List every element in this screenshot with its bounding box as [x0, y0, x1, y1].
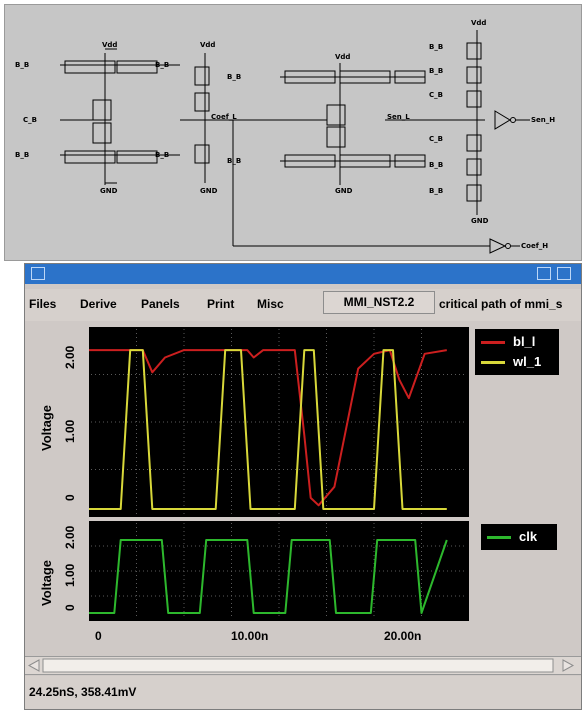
- menu-derive[interactable]: Derive: [80, 297, 117, 311]
- scroll-right-icon[interactable]: [562, 659, 575, 672]
- scroll-arrows: [27, 658, 575, 673]
- top-y-tick: 0: [63, 494, 77, 501]
- top-legend[interactable]: bl_l wl_1: [475, 329, 559, 375]
- vdd-label: Vdd: [471, 19, 487, 27]
- legend-swatch-clk: [487, 536, 511, 539]
- schematic-view[interactable]: Vdd Vdd Vdd Vdd B_B B_B C_B B_B B_B B_B …: [4, 4, 582, 261]
- x-tick: 10.00n: [231, 629, 269, 643]
- coef-node-label: Coef_L: [211, 113, 237, 121]
- cell-input-label: B_B: [155, 151, 170, 159]
- menu-bar: Files Derive Panels Print Misc MMI_NST2.…: [25, 289, 581, 321]
- sen-output-label: Sen_H: [531, 116, 556, 124]
- x-tick: 20.00n: [384, 629, 422, 643]
- sen-node-label: Sen_L: [387, 113, 410, 121]
- top-y-tick: 1.00: [63, 419, 77, 443]
- cell-input-label: B_B: [155, 61, 170, 69]
- cell-input-label: B_B: [429, 187, 444, 195]
- x-tick: 0: [95, 629, 102, 643]
- schematic-drawing: [60, 30, 530, 254]
- maximize-button[interactable]: [557, 267, 571, 280]
- series-line-clk[interactable]: [89, 539, 448, 614]
- cursor-readout: 24.25nS, 358.41mV: [29, 685, 137, 699]
- cell-input-label: B_B: [227, 73, 242, 81]
- scroll-thumb[interactable]: [42, 658, 554, 673]
- vdd-label: Vdd: [335, 53, 351, 61]
- coef-output-label: Coef_H: [521, 242, 549, 250]
- window-titlebar[interactable]: [25, 264, 581, 284]
- status-bar: 24.25nS, 358.41mV: [25, 676, 581, 709]
- waveform-window: Files Derive Panels Print Misc MMI_NST2.…: [24, 263, 582, 710]
- cell-name-field[interactable]: MMI_NST2.2: [323, 291, 435, 314]
- horizontal-scrollbar[interactable]: [25, 656, 581, 675]
- top-y-tick: 2.00: [63, 345, 77, 369]
- cell-input-label: C_B: [429, 91, 443, 99]
- cell-input-label: C_B: [429, 135, 443, 143]
- menu-files[interactable]: Files: [29, 297, 57, 311]
- gnd-label: GND: [100, 187, 118, 195]
- legend-label-wl: wl_1: [513, 354, 542, 369]
- menu-misc[interactable]: Misc: [257, 297, 284, 311]
- top-y-axis-label: Voltage: [39, 405, 54, 451]
- menu-panels[interactable]: Panels: [141, 297, 180, 311]
- scroll-left-icon[interactable]: [27, 659, 40, 672]
- bottom-y-axis-label: Voltage: [39, 560, 54, 606]
- waveform-plots[interactable]: [25, 321, 581, 651]
- legend-label-bl: bl_l: [513, 334, 536, 349]
- vdd-label: Vdd: [102, 41, 118, 49]
- bottom-legend[interactable]: clk: [481, 524, 557, 550]
- plot-area: Voltage Voltage 2.00 1.00 0 2.00 1.00 0 …: [25, 321, 581, 651]
- series-line-wl_1[interactable]: [89, 349, 447, 510]
- bottom-y-tick: 2.00: [63, 525, 77, 549]
- minimize-button[interactable]: [537, 267, 551, 280]
- legend-label-clk: clk: [519, 529, 538, 544]
- path-title: critical path of mmi_s: [439, 297, 563, 311]
- bottom-y-tick: 0: [63, 604, 77, 611]
- bottom-y-tick: 1.00: [63, 563, 77, 587]
- gnd-label: GND: [471, 217, 489, 225]
- legend-swatch-bl: [481, 341, 505, 344]
- window-menu-button[interactable]: [31, 267, 45, 280]
- bitbar-input-label: B_B: [15, 61, 30, 69]
- gnd-label: GND: [200, 187, 218, 195]
- menu-print[interactable]: Print: [207, 297, 235, 311]
- cell-input-label: B_B: [429, 43, 444, 51]
- cell-input-label: B_B: [429, 67, 444, 75]
- legend-entry-bl[interactable]: bl_l: [475, 333, 559, 351]
- legend-swatch-wl: [481, 361, 505, 364]
- cell-input-label: C_B: [23, 116, 37, 124]
- cell-input-label: B_B: [227, 157, 242, 165]
- bit-input-label: B_B: [15, 151, 30, 159]
- vdd-label: Vdd: [200, 41, 216, 49]
- legend-entry-wl[interactable]: wl_1: [475, 353, 559, 371]
- cell-input-label: B_B: [429, 161, 444, 169]
- legend-entry-clk[interactable]: clk: [481, 528, 557, 546]
- gnd-label: GND: [335, 187, 353, 195]
